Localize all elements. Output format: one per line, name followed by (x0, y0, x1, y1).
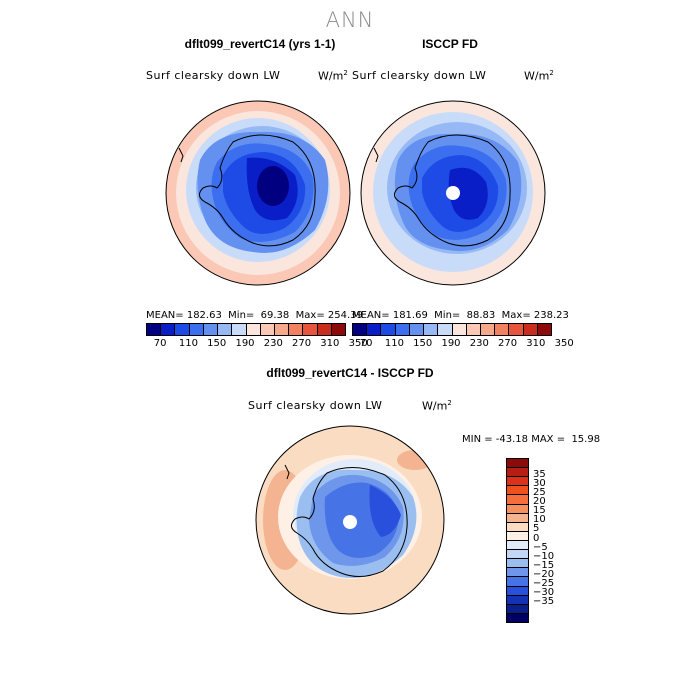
colorbar-tick-label: −30 (533, 586, 555, 598)
colorbar-swatch (147, 324, 162, 335)
right-units-label: W/m2 (524, 69, 554, 83)
difference-antarctic-map (255, 425, 445, 615)
colorbar-tick-label: 150 (413, 338, 433, 349)
colorbar-swatch (331, 324, 346, 335)
colorbar-tick-label: 110 (178, 338, 198, 349)
colorbar-swatch (507, 504, 528, 514)
colorbar-tick-label: 15 (533, 505, 546, 517)
colorbar-swatch (507, 577, 528, 587)
left-antarctic-map (165, 100, 351, 286)
colorbar-swatch (438, 324, 453, 335)
colorbar-swatch (232, 324, 247, 335)
colorbar-swatch (189, 324, 204, 335)
colorbar-swatch (507, 586, 528, 596)
colorbar-tick-label: 70 (153, 338, 167, 349)
colorbar-tick-label: −15 (533, 559, 555, 571)
colorbar-tick-label: −10 (533, 550, 555, 562)
colorbar-tick-label: −25 (533, 577, 555, 589)
diff-stats: MIN = -43.18 MAX = 15.98 (462, 434, 601, 445)
colorbar-swatch (161, 324, 176, 335)
colorbar-swatch (218, 324, 233, 335)
colorbar-swatch (246, 324, 261, 335)
figure-title: ANN (325, 8, 375, 32)
colorbar-tick-label: 310 (526, 338, 546, 349)
colorbar-swatch (495, 324, 510, 335)
colorbar-swatch (507, 613, 528, 622)
colorbar-swatch (203, 324, 219, 335)
diff-units-label: W/m2 (422, 399, 452, 413)
diff-colorbar (506, 458, 529, 623)
colorbar-swatch (303, 324, 318, 335)
colorbar-tick-label: 5 (533, 523, 540, 535)
colorbar-tick-label: 310 (320, 338, 340, 349)
colorbar-tick-label: 270 (498, 338, 518, 349)
colorbar-swatch (507, 531, 528, 541)
colorbar-swatch (523, 324, 538, 335)
colorbar-swatch (507, 595, 528, 605)
colorbar-tick-label: 190 (235, 338, 255, 349)
colorbar-swatch (367, 324, 382, 335)
colorbar-tick-label: 70 (359, 338, 373, 349)
colorbar-swatch (507, 486, 528, 496)
colorbar-swatch (507, 459, 528, 469)
colorbar-swatch (507, 604, 528, 614)
colorbar-tick-label: 150 (207, 338, 227, 349)
colorbar-swatch (317, 324, 332, 335)
right-stats: MEAN= 181.69 Min= 88.83 Max= 238.23 (352, 310, 569, 321)
colorbar-tick-label: −5 (533, 541, 548, 553)
colorbar-swatch (466, 324, 481, 335)
left-stats: MEAN= 182.63 Min= 69.38 Max= 254.39 (146, 310, 363, 321)
colorbar-swatch (537, 324, 552, 335)
colorbar-swatch (507, 468, 528, 478)
colorbar-tick-label: 270 (292, 338, 312, 349)
colorbar-tick-label: 0 (533, 532, 540, 544)
colorbar-tick-label: 190 (441, 338, 461, 349)
colorbar-tick-label: −35 (533, 595, 555, 607)
colorbar-swatch (395, 324, 410, 335)
right-panel-title: ISCCP FD (422, 37, 478, 51)
left-variable-label: Surf clearsky down LW (146, 69, 281, 82)
colorbar-tick-label: 230 (469, 338, 489, 349)
colorbar-swatch (409, 324, 425, 335)
colorbar-tick-label: 10 (533, 514, 546, 526)
colorbar-tick-label: 350 (554, 338, 574, 349)
left-colorbar (146, 323, 346, 336)
colorbar-swatch (507, 540, 528, 551)
colorbar-swatch (452, 324, 467, 335)
right-variable-label: Surf clearsky down LW (352, 69, 487, 82)
colorbar-swatch (509, 324, 524, 335)
left-units-label: W/m2 (318, 69, 348, 83)
colorbar-tick-label: 230 (263, 338, 283, 349)
colorbar-swatch (289, 324, 304, 335)
colorbar-swatch (507, 522, 528, 532)
colorbar-tick-label: 350 (348, 338, 368, 349)
colorbar-swatch (175, 324, 190, 335)
colorbar-tick-label: 30 (533, 478, 546, 490)
colorbar-swatch (353, 324, 368, 335)
colorbar-swatch (507, 550, 528, 560)
colorbar-tick-label: 20 (533, 496, 546, 508)
right-colorbar (352, 323, 552, 336)
colorbar-swatch (507, 568, 528, 578)
colorbar-tick-label: 110 (384, 338, 404, 349)
colorbar-swatch (274, 324, 290, 335)
diff-variable-label: Surf clearsky down LW (248, 399, 383, 412)
colorbar-swatch (381, 324, 396, 335)
colorbar-swatch (507, 477, 528, 487)
diff-panel-title: dflt099_revertC14 - ISCCP FD (266, 366, 434, 380)
colorbar-tick-label: 35 (533, 469, 546, 481)
right-antarctic-map (360, 100, 546, 286)
colorbar-swatch (480, 324, 496, 335)
colorbar-swatch (507, 559, 528, 569)
colorbar-swatch (260, 324, 275, 335)
colorbar-swatch (507, 513, 528, 523)
colorbar-tick-label: 25 (533, 487, 546, 499)
left-panel-title: dflt099_revertC14 (yrs 1-1) (184, 37, 336, 51)
colorbar-swatch (507, 495, 528, 505)
colorbar-swatch (424, 324, 439, 335)
colorbar-tick-label: −20 (533, 568, 555, 580)
